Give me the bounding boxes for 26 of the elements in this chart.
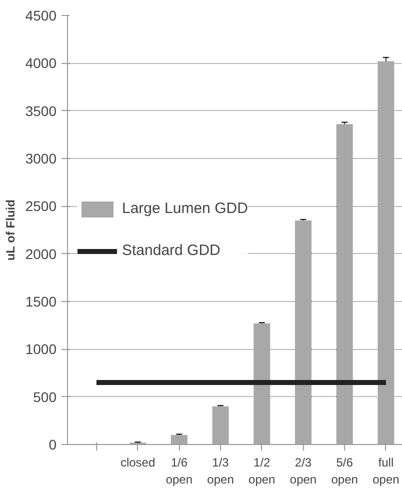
bar — [212, 406, 229, 444]
x-tick-label: 1/3 open — [207, 456, 234, 486]
bar — [294, 220, 312, 444]
x-tick-label: 2/3 open — [290, 456, 317, 486]
bar — [170, 434, 188, 444]
bar — [378, 61, 394, 444]
y-tick-label: 1000 — [25, 341, 57, 358]
y-tick-label: 4000 — [25, 55, 57, 72]
x-tick-label: 5/6 open — [331, 456, 358, 486]
bar — [254, 323, 270, 444]
y-tick-label: 4500 — [25, 8, 57, 24]
y-tick-label: 3000 — [25, 150, 57, 166]
x-tick-label: 1/6 open — [166, 456, 193, 486]
x-tick-label: 1/2 open — [248, 456, 276, 486]
y-tick-label: 2500 — [25, 198, 57, 214]
x-tick-label: full open — [372, 456, 400, 486]
y-tick-label: 1500 — [25, 294, 57, 310]
y-tick-label: 2000 — [25, 246, 57, 262]
x-tick-label: closed — [120, 456, 156, 470]
y-tick-label: 500 — [33, 388, 57, 405]
y-tick-label: 3500 — [25, 102, 57, 119]
bar — [336, 124, 353, 444]
legend-label: Standard GDD — [122, 242, 220, 259]
y-axis-title: uL of Fluid — [3, 200, 18, 261]
y-tick-label: 0 — [48, 436, 57, 452]
legend-label: Large Lumen GDD — [122, 200, 248, 217]
